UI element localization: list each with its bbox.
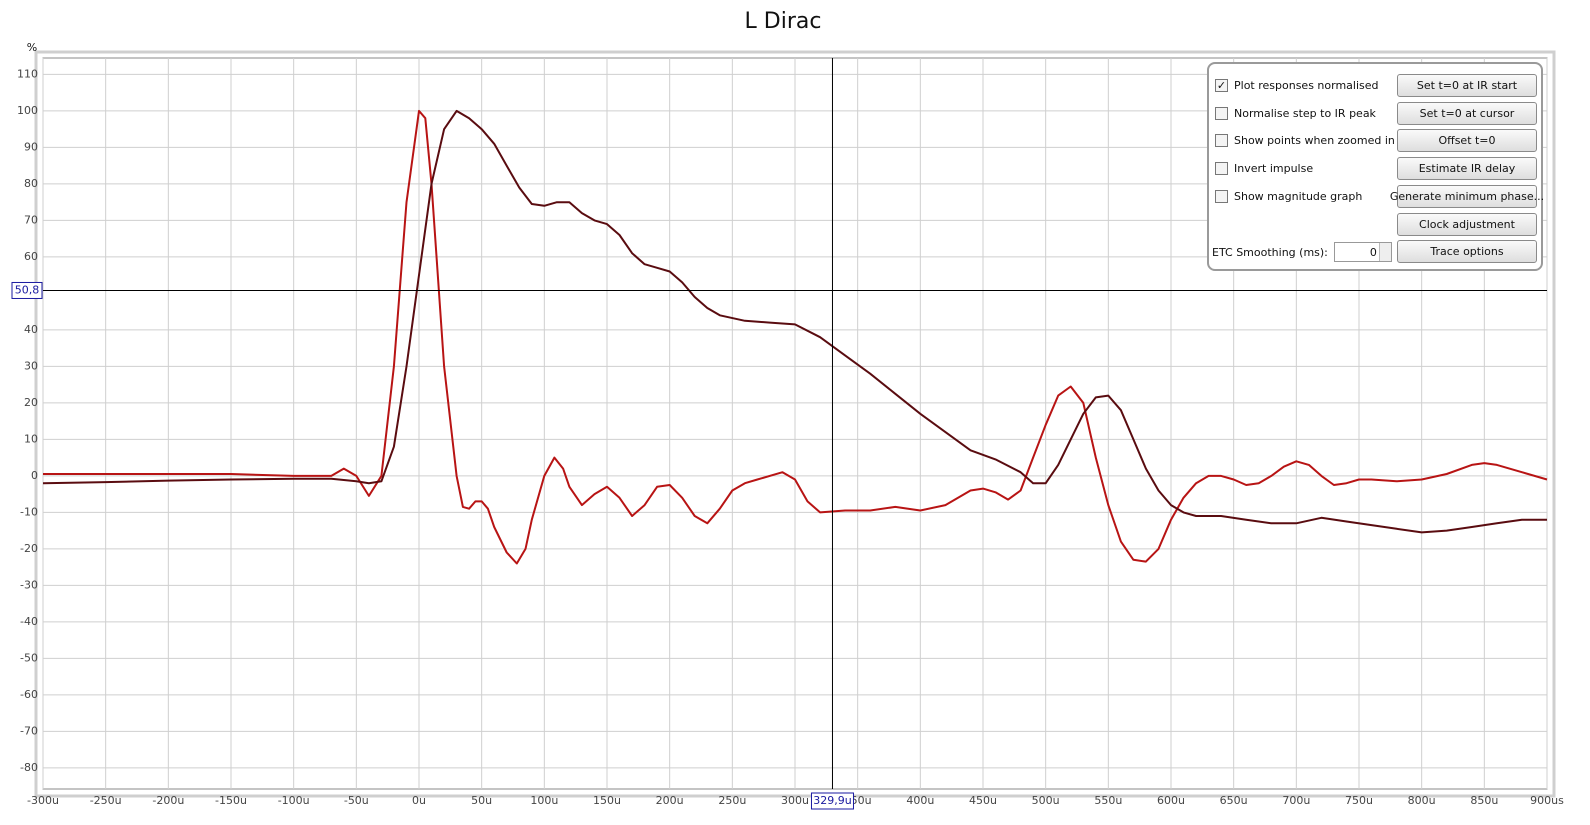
- y-tick-label: 20: [24, 396, 38, 409]
- controls-panel: ETC Smoothing (ms): 0 ✓ Plot responses no…: [1207, 62, 1544, 271]
- checkbox-row[interactable]: Invert impulse: [1215, 160, 1313, 176]
- x-tick-label: 50u: [471, 794, 492, 807]
- x-tick-label: 300u: [781, 794, 809, 807]
- checkbox-label: Show points when zoomed in: [1234, 133, 1395, 147]
- checkbox-row[interactable]: Normalise step to IR peak: [1215, 105, 1376, 121]
- y-tick-label: -30: [20, 578, 38, 591]
- checkbox[interactable]: [1215, 161, 1228, 175]
- series-line: [42, 109, 1547, 534]
- checkbox[interactable]: [1215, 106, 1228, 120]
- y-tick-label: -10: [20, 505, 38, 518]
- y-tick-label: 70: [24, 213, 38, 226]
- button[interactable]: Clock adjustment: [1397, 213, 1537, 236]
- x-tick-label: 600u: [1157, 794, 1185, 807]
- y-axis-label: %: [27, 41, 37, 54]
- y-tick-label: -80: [20, 761, 38, 774]
- x-tick-label: -150u: [215, 794, 247, 807]
- x-tick-label: -300u: [27, 794, 59, 807]
- button[interactable]: Trace options: [1397, 240, 1537, 263]
- etc-label: ETC Smoothing (ms):: [1212, 245, 1328, 259]
- button[interactable]: Offset t=0: [1397, 129, 1537, 152]
- etc-smoothing: ETC Smoothing (ms): 0: [1212, 242, 1392, 262]
- checkbox[interactable]: [1215, 189, 1228, 203]
- x-tick-label: -250u: [90, 794, 122, 807]
- y-tick-label: -70: [20, 724, 38, 737]
- checkbox-row[interactable]: Show magnitude graph: [1215, 188, 1362, 204]
- y-tick-label: 30: [24, 359, 38, 372]
- x-tick-label: 550u: [1094, 794, 1122, 807]
- x-tick-label: 900us: [1530, 794, 1564, 807]
- y-tick-label: 60: [24, 250, 38, 263]
- x-tick-label: 700u: [1282, 794, 1310, 807]
- y-tick-label: 0: [31, 469, 38, 482]
- checkbox[interactable]: [1215, 133, 1228, 147]
- x-tick-label: 150u: [593, 794, 621, 807]
- y-tick-label: 80: [24, 177, 38, 190]
- y-tick-label: 100: [17, 104, 38, 117]
- button[interactable]: Generate minimum phase...: [1390, 185, 1544, 208]
- checkbox-label: Show magnitude graph: [1234, 189, 1363, 203]
- checkbox-label: Normalise step to IR peak: [1234, 106, 1376, 120]
- x-tick-label: -100u: [278, 794, 310, 807]
- x-tick-label: 200u: [656, 794, 684, 807]
- x-tick-label: 0u: [412, 794, 426, 807]
- x-tick-label: 850u: [1470, 794, 1498, 807]
- y-tick-label: -50: [20, 651, 38, 664]
- checkbox[interactable]: ✓: [1215, 78, 1228, 92]
- y-tick-label: 10: [24, 432, 38, 445]
- button[interactable]: Set t=0 at cursor: [1397, 102, 1537, 125]
- x-tick-label: 400u: [906, 794, 934, 807]
- checkbox-row[interactable]: Show points when zoomed in: [1215, 132, 1395, 148]
- y-tick-label: -40: [20, 615, 38, 628]
- y-tick-label: -20: [20, 542, 38, 555]
- y-tick-label: -60: [20, 688, 38, 701]
- y-tick-label: 90: [24, 140, 38, 153]
- button[interactable]: Estimate IR delay: [1397, 157, 1537, 180]
- checkbox-label: Invert impulse: [1234, 161, 1314, 175]
- y-tick-label: 40: [24, 323, 38, 336]
- x-tick-label: 750u: [1345, 794, 1373, 807]
- x-tick-label: 800u: [1408, 794, 1436, 807]
- checkbox-row[interactable]: ✓ Plot responses normalised: [1215, 77, 1379, 93]
- etc-input[interactable]: 0: [1333, 242, 1392, 262]
- x-tick-label: -50u: [344, 794, 369, 807]
- cursor-x-label: 329,9u: [813, 794, 851, 807]
- cursor-y-box: [11, 281, 43, 299]
- x-tick-label: -200u: [152, 794, 184, 807]
- x-tick-label: 650u: [1220, 794, 1248, 807]
- cursor-y-label: 50,8: [15, 283, 40, 296]
- x-tick-label: 100u: [530, 794, 558, 807]
- x-tick-label: 250u: [718, 794, 746, 807]
- series-line: [43, 109, 1548, 565]
- y-tick-label: 110: [17, 67, 38, 80]
- x-tick-label: 500u: [1032, 794, 1060, 807]
- chart-title: L Dirac: [745, 9, 822, 34]
- checkbox-label: Plot responses normalised: [1234, 78, 1379, 92]
- x-tick-label: 450u: [969, 794, 997, 807]
- cursor-x-box: [810, 792, 854, 810]
- button[interactable]: Set t=0 at IR start: [1397, 74, 1537, 97]
